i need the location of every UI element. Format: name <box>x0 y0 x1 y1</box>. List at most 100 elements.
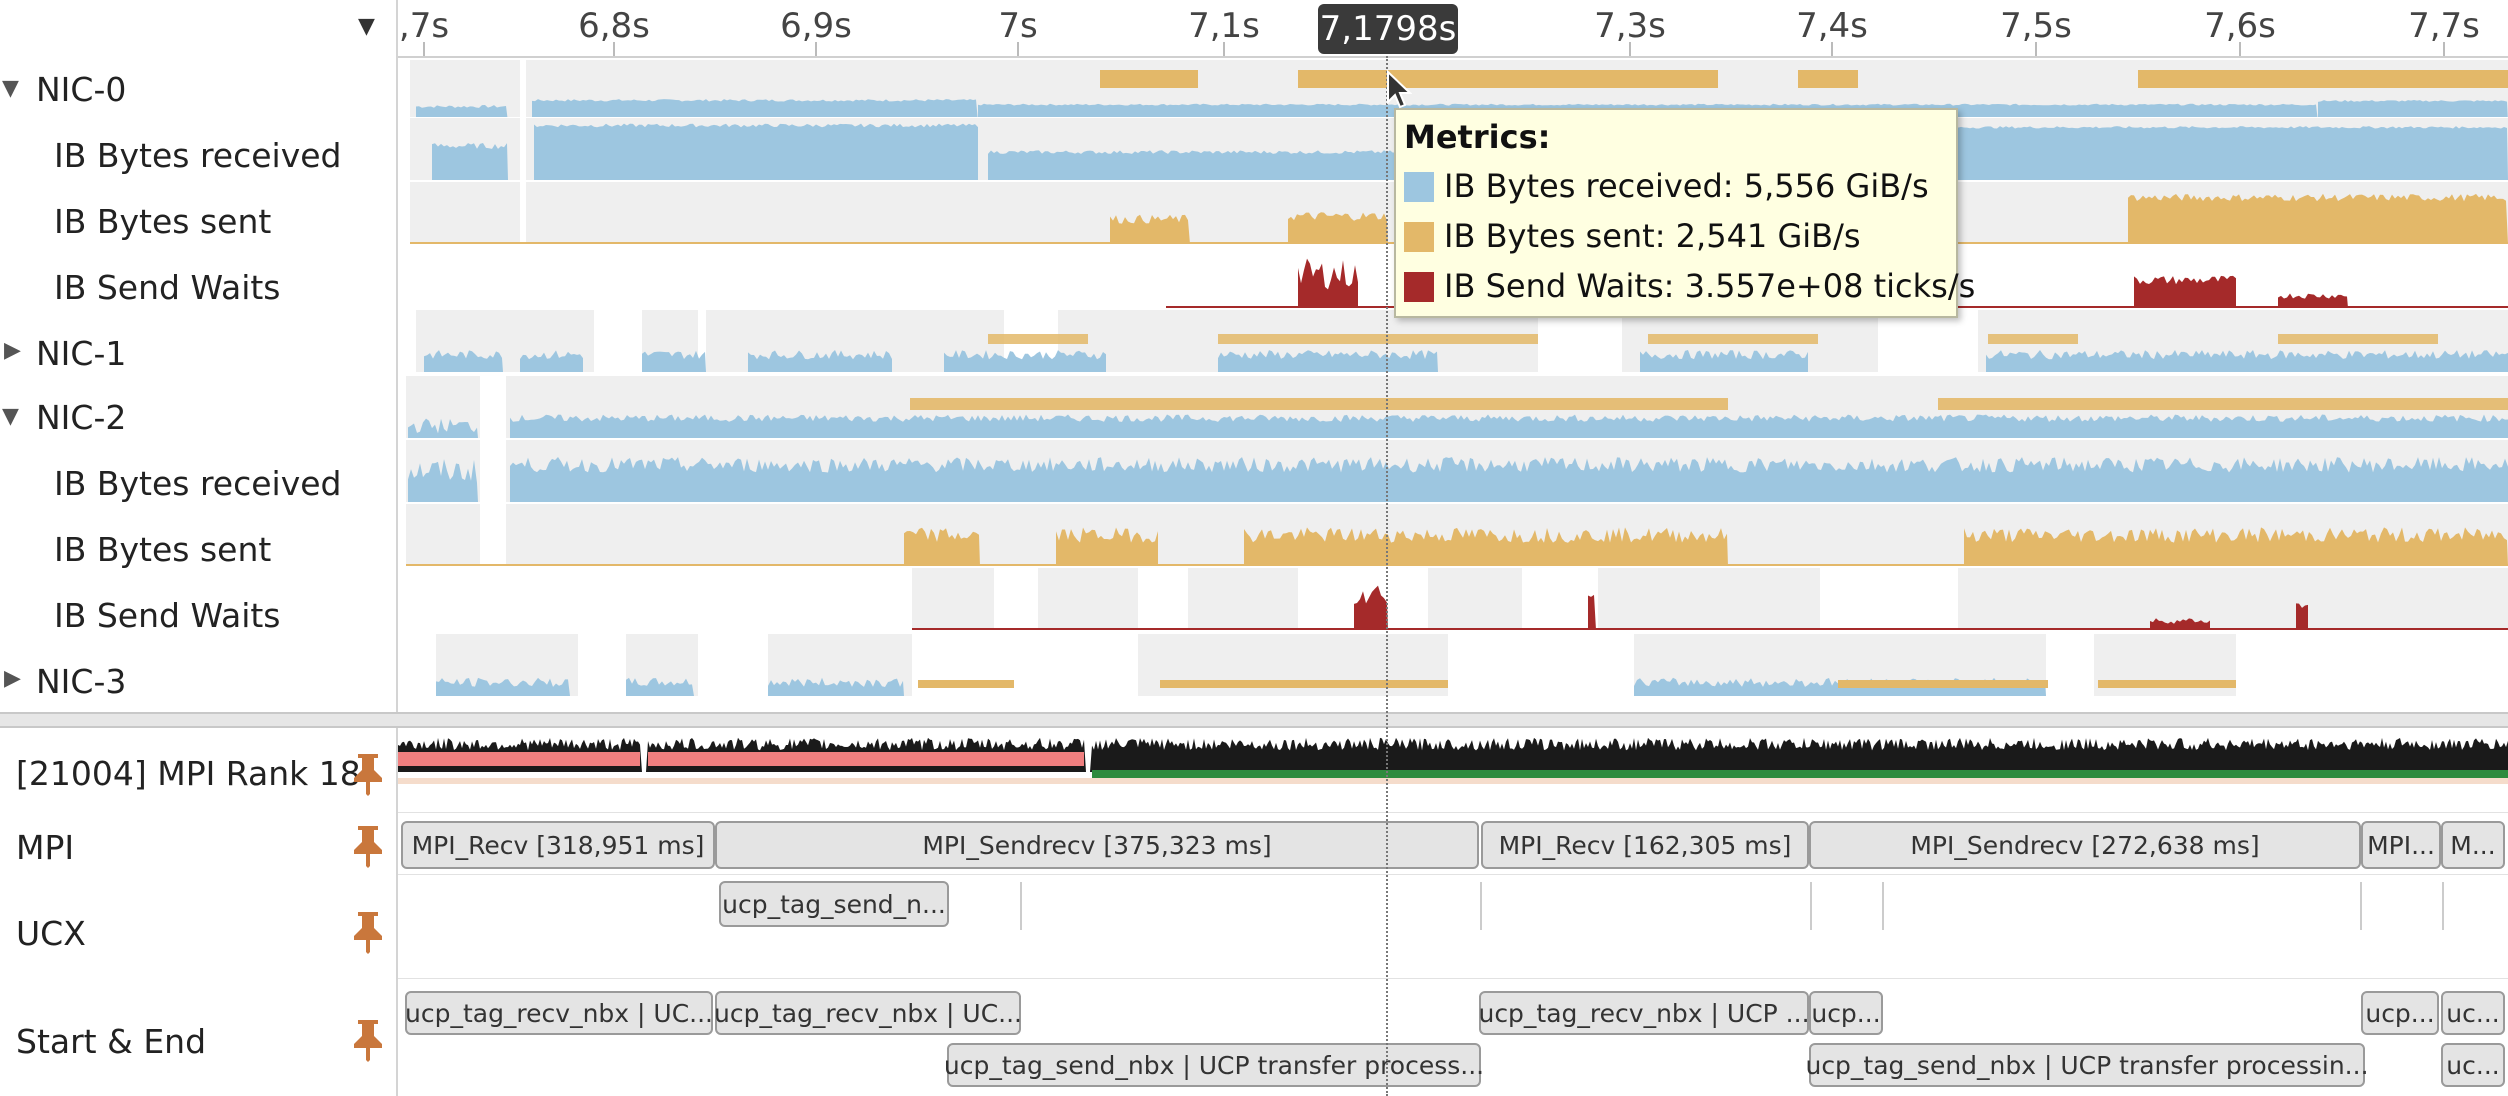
start-end-block-label: ucp_tag_recv_nbx | UC... <box>714 999 1022 1028</box>
pin-icon[interactable] <box>350 752 386 796</box>
nic0-sent-area <box>1798 70 1858 88</box>
mpi-block-label: MPI_Recv [318,951 ms] <box>412 831 705 860</box>
row-label-nic0-waits: IB Send Waits <box>54 268 281 307</box>
ruler-tick-mark <box>1629 42 1631 56</box>
ruler-tick-mark <box>2239 42 2241 56</box>
expand-nic3-chevron-icon[interactable]: ▶ <box>4 666 21 691</box>
ucx-tick <box>2360 882 2362 930</box>
tooltip-row-recv: IB Bytes received: 5,556 GiB/s <box>1404 166 1929 206</box>
recv-swatch <box>1404 172 1434 202</box>
ruler-tick-label: 7,5s <box>2000 6 2072 46</box>
row-label-nic3[interactable]: NIC-3 <box>36 662 127 701</box>
start-end-block <box>1809 991 1883 1035</box>
nic0-sent-background <box>410 182 520 244</box>
track-menu-dropdown[interactable]: ▼ <box>358 14 375 39</box>
nic1-recv-area <box>1986 349 2508 372</box>
start-end-block-label: ucp_tag_recv_nbx | UC... <box>405 999 713 1028</box>
row-label-nic0-recv: IB Bytes received <box>54 136 342 175</box>
nic2-waits-bars <box>2150 618 2210 630</box>
nic0-sent-bars <box>2128 193 2508 244</box>
row-separator <box>398 978 2508 979</box>
start-end-block-label: ucp_tag_send_nbx | UCP transfer process.… <box>944 1051 1484 1080</box>
row-label-mpi: MPI <box>16 828 75 867</box>
nic1-sent-area <box>1988 334 2078 344</box>
row-separator <box>398 439 2508 440</box>
tooltip-row-sent: IB Bytes sent: 2,541 GiB/s <box>1404 216 1861 256</box>
nic1-recv-area <box>748 350 892 372</box>
ucx-tick <box>1810 882 1812 930</box>
pin-icon[interactable] <box>350 1018 386 1062</box>
nic0-sent-area <box>1100 70 1198 88</box>
row-labels-panel: ▼ ▼ NIC-0 IB Bytes received IB Bytes sen… <box>0 0 398 1096</box>
nic0-recv-area <box>2318 100 2508 122</box>
mpi-block-label: MPI_Recv [162,305 ms] <box>1499 831 1792 860</box>
pin-icon[interactable] <box>350 910 386 954</box>
pin-icon[interactable] <box>350 824 386 868</box>
sent-swatch <box>1404 222 1434 252</box>
ruler-tick-label: 6,8s <box>578 6 650 46</box>
tooltip-title: Metrics: <box>1404 118 1551 156</box>
ruler-tick-label: 7,3s <box>1594 6 1666 46</box>
mpi-block <box>2441 821 2505 869</box>
nic2-waits-background <box>1598 568 1820 630</box>
row-label-nic2-waits: IB Send Waits <box>54 596 281 635</box>
nic0-recv-area <box>532 99 978 122</box>
mouse-pointer-icon <box>1387 70 1412 109</box>
tooltip-waits-text: IB Send Waits: 3.557e+08 ticks/s <box>1444 267 1976 305</box>
nic1-sent-area <box>1218 334 1538 344</box>
row-label-nic2[interactable]: NIC-2 <box>36 398 127 437</box>
nic1-sent-area <box>988 334 1088 344</box>
nic3-sent-area <box>1160 680 1448 688</box>
nic2-sent-area <box>1938 398 2508 410</box>
start-end-block <box>2441 991 2505 1035</box>
rank-state-bar <box>398 778 2508 784</box>
row-separator <box>398 375 2508 376</box>
row-separator <box>398 874 2508 875</box>
start-end-block-label: ucp... <box>2365 999 2434 1028</box>
expand-nic1-chevron-icon[interactable]: ▶ <box>4 338 21 363</box>
nic2-waits-background <box>1038 568 1138 630</box>
tooltip-row-waits: IB Send Waits: 3.557e+08 ticks/s <box>1404 266 1975 306</box>
ruler-tick-mark <box>423 42 425 56</box>
row-separator <box>398 503 2508 504</box>
start-end-block-label: ucp... <box>1811 999 1880 1028</box>
nic3-sent-area <box>918 680 1014 688</box>
row-label-nic1[interactable]: NIC-1 <box>36 334 127 373</box>
nic3-sent-area <box>2098 680 2236 688</box>
nic1-recv-area <box>520 350 583 372</box>
rank-state-bar <box>1092 770 2508 778</box>
pane-splitter[interactable] <box>0 712 2508 728</box>
row-label-nic0[interactable]: NIC-0 <box>36 70 127 109</box>
nic0-recv-bars <box>432 142 508 180</box>
nic0-recv-bars <box>988 150 1448 180</box>
metrics-tooltip: Metrics: IB Bytes received: 5,556 GiB/s … <box>1394 108 1975 318</box>
ucx-block-label: ucp_tag_send_n... <box>722 890 946 919</box>
ruler-tick-mark <box>1017 42 1019 56</box>
start-end-block <box>405 991 713 1035</box>
expand-nic0-chevron-icon[interactable]: ▼ <box>2 76 19 101</box>
nic3-sent-area <box>1838 680 2048 688</box>
ruler-tick-mark <box>815 42 817 56</box>
ucx-tick <box>2442 882 2444 930</box>
ruler-tick-mark <box>2035 42 2037 56</box>
nic0-waits-bars <box>2278 293 2348 308</box>
nic2-waits-bars <box>1588 594 1596 630</box>
ucx-tick <box>1480 882 1482 930</box>
mpi-block <box>1809 821 2361 869</box>
nic2-recv-area <box>510 414 2508 438</box>
row-label-nic2-recv: IB Bytes received <box>54 464 342 503</box>
start-end-block <box>1479 991 1809 1035</box>
nic2-sent-area <box>910 398 1728 410</box>
nic3-recv-area <box>768 677 904 696</box>
mpi-block-label: MPI... <box>2367 831 2435 860</box>
nic2-waits-background <box>1958 568 2508 630</box>
ruler-tick-label: 7,7s <box>2408 6 2480 46</box>
row-label-nic2-sent: IB Bytes sent <box>54 530 272 569</box>
start-end-block <box>947 1043 1481 1087</box>
nic1-recv-area <box>1218 350 1438 372</box>
nic0-waits-bars <box>1298 258 1358 308</box>
start-end-block-label: ucp_tag_send_nbx | UCP transfer processi… <box>1805 1051 2368 1080</box>
nic2-recv-bars <box>408 459 478 502</box>
expand-nic2-chevron-icon[interactable]: ▼ <box>2 404 19 429</box>
start-end-block <box>1809 1043 2365 1087</box>
